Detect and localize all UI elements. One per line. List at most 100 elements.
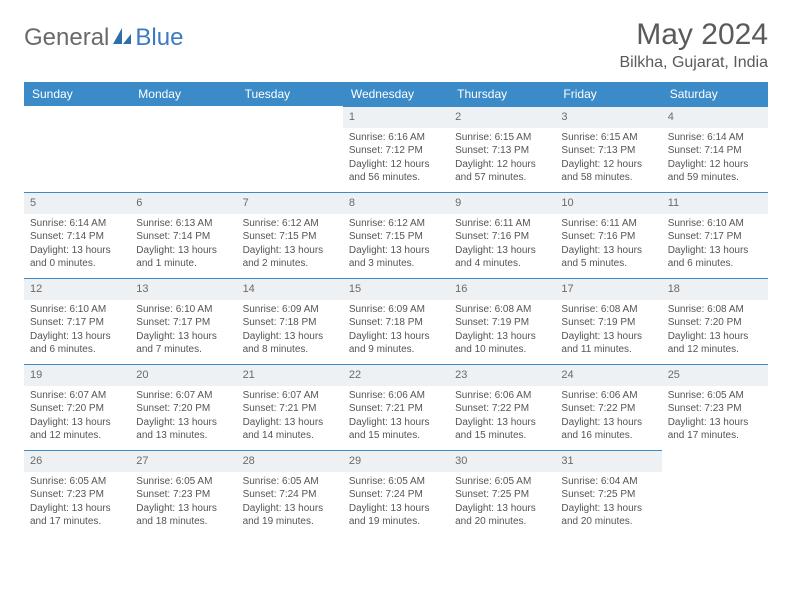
day-content: Sunrise: 6:09 AMSunset: 7:18 PMDaylight:…	[343, 300, 449, 363]
sunset-line: Sunset: 7:17 PM	[136, 316, 230, 330]
calendar-table: SundayMondayTuesdayWednesdayThursdayFrid…	[24, 82, 768, 536]
calendar-day-cell: 30Sunrise: 6:05 AMSunset: 7:25 PMDayligh…	[449, 450, 555, 536]
sunset-line: Sunset: 7:24 PM	[243, 488, 337, 502]
weekday-header: Wednesday	[343, 82, 449, 106]
sunrise-line: Sunrise: 6:07 AM	[136, 389, 230, 403]
sunset-line: Sunset: 7:25 PM	[561, 488, 655, 502]
day-content: Sunrise: 6:06 AMSunset: 7:22 PMDaylight:…	[449, 386, 555, 449]
weekday-header: Monday	[130, 82, 236, 106]
weekday-header: Thursday	[449, 82, 555, 106]
daylight-line: Daylight: 13 hours and 5 minutes.	[561, 244, 655, 271]
sunset-line: Sunset: 7:18 PM	[349, 316, 443, 330]
daylight-line: Daylight: 13 hours and 20 minutes.	[561, 502, 655, 529]
calendar-head: SundayMondayTuesdayWednesdayThursdayFrid…	[24, 82, 768, 106]
calendar-empty-cell	[24, 106, 130, 192]
daylight-line: Daylight: 13 hours and 4 minutes.	[455, 244, 549, 271]
calendar-day-cell: 29Sunrise: 6:05 AMSunset: 7:24 PMDayligh…	[343, 450, 449, 536]
day-content: Sunrise: 6:05 AMSunset: 7:23 PMDaylight:…	[662, 386, 768, 449]
day-number: 2	[449, 106, 555, 128]
calendar-day-cell: 26Sunrise: 6:05 AMSunset: 7:23 PMDayligh…	[24, 450, 130, 536]
title-block: May 2024 Bilkha, Gujarat, India	[619, 18, 768, 72]
brand-part1: General	[24, 24, 109, 52]
day-number: 15	[343, 278, 449, 300]
sunset-line: Sunset: 7:23 PM	[30, 488, 124, 502]
calendar-week-row: 5Sunrise: 6:14 AMSunset: 7:14 PMDaylight…	[24, 192, 768, 278]
day-number: 17	[555, 278, 661, 300]
sunrise-line: Sunrise: 6:16 AM	[349, 131, 443, 145]
day-number: 22	[343, 364, 449, 386]
location-subtitle: Bilkha, Gujarat, India	[619, 54, 768, 72]
sunset-line: Sunset: 7:12 PM	[349, 144, 443, 158]
page-header: General Blue May 2024 Bilkha, Gujarat, I…	[24, 18, 768, 72]
calendar-day-cell: 21Sunrise: 6:07 AMSunset: 7:21 PMDayligh…	[237, 364, 343, 450]
sunset-line: Sunset: 7:17 PM	[30, 316, 124, 330]
day-content: Sunrise: 6:07 AMSunset: 7:20 PMDaylight:…	[24, 386, 130, 449]
daylight-line: Daylight: 13 hours and 19 minutes.	[349, 502, 443, 529]
daylight-line: Daylight: 13 hours and 17 minutes.	[668, 416, 762, 443]
sunrise-line: Sunrise: 6:10 AM	[136, 303, 230, 317]
day-number: 1	[343, 106, 449, 128]
day-content: Sunrise: 6:11 AMSunset: 7:16 PMDaylight:…	[449, 214, 555, 277]
daylight-line: Daylight: 13 hours and 13 minutes.	[136, 416, 230, 443]
sunrise-line: Sunrise: 6:04 AM	[561, 475, 655, 489]
day-content: Sunrise: 6:06 AMSunset: 7:21 PMDaylight:…	[343, 386, 449, 449]
day-number: 31	[555, 450, 661, 472]
day-number: 4	[662, 106, 768, 128]
sunrise-line: Sunrise: 6:06 AM	[349, 389, 443, 403]
weekday-header: Tuesday	[237, 82, 343, 106]
month-title: May 2024	[619, 18, 768, 52]
sunset-line: Sunset: 7:13 PM	[561, 144, 655, 158]
sunset-line: Sunset: 7:16 PM	[561, 230, 655, 244]
day-content: Sunrise: 6:04 AMSunset: 7:25 PMDaylight:…	[555, 472, 661, 535]
sunrise-line: Sunrise: 6:11 AM	[455, 217, 549, 231]
calendar-empty-cell	[662, 450, 768, 536]
sunrise-line: Sunrise: 6:11 AM	[561, 217, 655, 231]
sunset-line: Sunset: 7:16 PM	[455, 230, 549, 244]
day-number: 8	[343, 192, 449, 214]
day-content: Sunrise: 6:07 AMSunset: 7:21 PMDaylight:…	[237, 386, 343, 449]
sunset-line: Sunset: 7:24 PM	[349, 488, 443, 502]
day-content: Sunrise: 6:15 AMSunset: 7:13 PMDaylight:…	[449, 128, 555, 191]
calendar-day-cell: 23Sunrise: 6:06 AMSunset: 7:22 PMDayligh…	[449, 364, 555, 450]
daylight-line: Daylight: 13 hours and 0 minutes.	[30, 244, 124, 271]
sunrise-line: Sunrise: 6:05 AM	[243, 475, 337, 489]
day-content: Sunrise: 6:06 AMSunset: 7:22 PMDaylight:…	[555, 386, 661, 449]
calendar-day-cell: 4Sunrise: 6:14 AMSunset: 7:14 PMDaylight…	[662, 106, 768, 192]
day-number: 3	[555, 106, 661, 128]
calendar-day-cell: 18Sunrise: 6:08 AMSunset: 7:20 PMDayligh…	[662, 278, 768, 364]
calendar-day-cell: 17Sunrise: 6:08 AMSunset: 7:19 PMDayligh…	[555, 278, 661, 364]
day-number: 14	[237, 278, 343, 300]
day-content: Sunrise: 6:15 AMSunset: 7:13 PMDaylight:…	[555, 128, 661, 191]
sunrise-line: Sunrise: 6:10 AM	[668, 217, 762, 231]
sunset-line: Sunset: 7:23 PM	[668, 402, 762, 416]
sunset-line: Sunset: 7:18 PM	[243, 316, 337, 330]
sunset-line: Sunset: 7:22 PM	[561, 402, 655, 416]
sunrise-line: Sunrise: 6:08 AM	[561, 303, 655, 317]
sail-icon	[111, 26, 133, 51]
calendar-day-cell: 24Sunrise: 6:06 AMSunset: 7:22 PMDayligh…	[555, 364, 661, 450]
brand-logo: General Blue	[24, 18, 183, 52]
day-content: Sunrise: 6:14 AMSunset: 7:14 PMDaylight:…	[662, 128, 768, 191]
sunset-line: Sunset: 7:20 PM	[30, 402, 124, 416]
calendar-day-cell: 12Sunrise: 6:10 AMSunset: 7:17 PMDayligh…	[24, 278, 130, 364]
day-number: 12	[24, 278, 130, 300]
calendar-day-cell: 11Sunrise: 6:10 AMSunset: 7:17 PMDayligh…	[662, 192, 768, 278]
daylight-line: Daylight: 13 hours and 18 minutes.	[136, 502, 230, 529]
daylight-line: Daylight: 13 hours and 12 minutes.	[668, 330, 762, 357]
day-number: 26	[24, 450, 130, 472]
day-number: 13	[130, 278, 236, 300]
day-content: Sunrise: 6:05 AMSunset: 7:25 PMDaylight:…	[449, 472, 555, 535]
calendar-day-cell: 31Sunrise: 6:04 AMSunset: 7:25 PMDayligh…	[555, 450, 661, 536]
day-number: 19	[24, 364, 130, 386]
daylight-line: Daylight: 13 hours and 19 minutes.	[243, 502, 337, 529]
sunrise-line: Sunrise: 6:12 AM	[349, 217, 443, 231]
day-number: 11	[662, 192, 768, 214]
day-number: 6	[130, 192, 236, 214]
day-number: 9	[449, 192, 555, 214]
daylight-line: Daylight: 13 hours and 9 minutes.	[349, 330, 443, 357]
sunset-line: Sunset: 7:17 PM	[668, 230, 762, 244]
daylight-line: Daylight: 13 hours and 11 minutes.	[561, 330, 655, 357]
day-number: 20	[130, 364, 236, 386]
daylight-line: Daylight: 13 hours and 10 minutes.	[455, 330, 549, 357]
sunset-line: Sunset: 7:13 PM	[455, 144, 549, 158]
